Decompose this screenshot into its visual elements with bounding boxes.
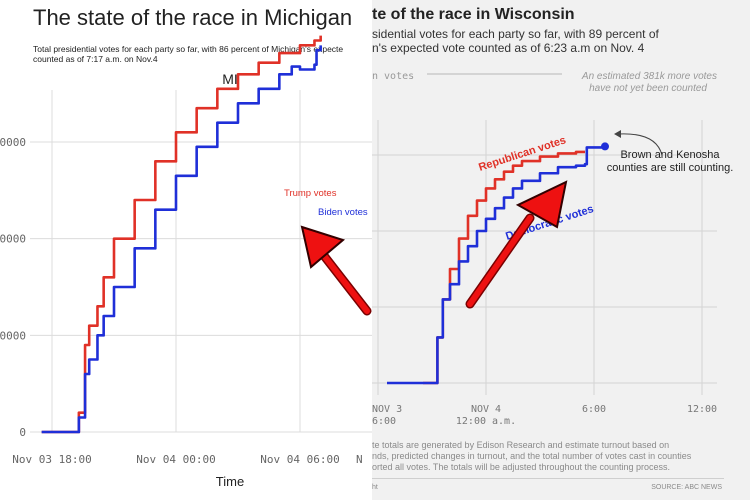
wisconsin-x-tick-top: 12:00 (687, 404, 717, 415)
michigan-x-tick-label: Nov 04 00:00 (136, 453, 215, 466)
wisconsin-arrow-annotation (465, 180, 568, 309)
michigan-y-tick-label: 0000 (0, 233, 26, 246)
wisconsin-arrow-shaft (467, 215, 533, 307)
michigan-arrow-annotation (300, 225, 372, 316)
wisconsin-axis-label: n votes (372, 71, 414, 82)
wisconsin-x-tick-top: 6:00 (582, 404, 606, 415)
michigan-y-tick-label: 0 (19, 426, 26, 439)
michigan-gridlines (30, 90, 378, 433)
biden-votes-label: Biden votes (318, 207, 368, 218)
republican-votes-label: Republican votes (477, 134, 567, 174)
michigan-chart-title: MI (222, 71, 238, 87)
michigan-y-tick-label: 0000 (0, 329, 26, 342)
footnote-line-1: te totals are generated by Edison Resear… (372, 440, 670, 450)
trump-votes-line (41, 35, 322, 434)
biden-votes-line (41, 45, 322, 434)
michigan-x-tick-label: N (356, 453, 363, 466)
wisconsin-subtitle: sidential votes for each party so far, w… (372, 27, 742, 55)
wisconsin-chart: n votes An estimated 381k more votes hav… (372, 71, 734, 427)
wisconsin-subtitle-line-2: n's expected vote counted as of 6:23 a.m… (372, 41, 645, 55)
annotation-line-2: counties are still counting. (607, 162, 734, 174)
michigan-arrow-head (300, 225, 346, 269)
credit-text: ht (372, 484, 378, 491)
uncounted-votes-line-1: An estimated 381k more votes (581, 71, 717, 82)
michigan-arrow-shaft (322, 254, 370, 314)
wisconsin-x-tick-top: NOV 3 (372, 404, 402, 415)
wisconsin-series (387, 146, 603, 385)
footnote-line-2: nds, predicted changes in turnout, and t… (372, 451, 692, 461)
latest-count-marker (601, 142, 609, 151)
annotation-arrowhead (614, 130, 621, 138)
michigan-series (41, 35, 322, 434)
michigan-subtitle: Total presidential votes for each party … (33, 44, 378, 64)
footnote-line-3: orted all votes. The totals will be adju… (372, 462, 671, 472)
footer-divider (372, 478, 724, 479)
wisconsin-title: te of the race in Wisconsin (372, 6, 575, 23)
michigan-x-tick-label: Nov 03 18:00 (12, 453, 91, 466)
trump-votes-label: Trump votes (284, 188, 337, 199)
annotation-leader-line (617, 133, 663, 156)
wisconsin-arrow-head (515, 180, 568, 229)
annotation-line-1: Brown and Kenosha (620, 149, 720, 161)
wisconsin-tick-labels: NOV 3 NOV 4 6:00 12:00 6:00 12:00 a.m. (372, 404, 717, 427)
wisconsin-x-tick-bottom: 6:00 (372, 416, 396, 427)
michigan-y-tick-label: 0000 (0, 136, 26, 149)
michigan-x-tick-label: Nov 04 06:00 (260, 453, 339, 466)
wisconsin-gridlines (372, 73, 717, 395)
michigan-subtitle-line-1: Total presidential votes for each party … (33, 44, 344, 54)
michigan-subtitle-line-2: counted as of 7:17 a.m. on Nov.4 (33, 54, 158, 64)
wisconsin-x-tick-bottom: 12:00 a.m. (456, 416, 516, 427)
uncounted-votes-line-2: have not yet been counted (589, 83, 707, 94)
wisconsin-footnote: te totals are generated by Edison Resear… (372, 440, 732, 473)
wisconsin-panel: te of the race in Wisconsin sidential vo… (372, 0, 750, 500)
wisconsin-x-tick-top: NOV 4 (471, 404, 501, 415)
democratic-votes-line (387, 146, 603, 385)
source-text: SOURCE: ABC NEWS (651, 484, 722, 491)
michigan-title: The state of the race in Michigan (33, 5, 353, 30)
wisconsin-subtitle-line-1: sidential votes for each party so far, w… (372, 27, 659, 41)
michigan-panel: The state of the race in Michigan Total … (0, 5, 378, 489)
michigan-x-axis-label: Time (216, 474, 244, 489)
